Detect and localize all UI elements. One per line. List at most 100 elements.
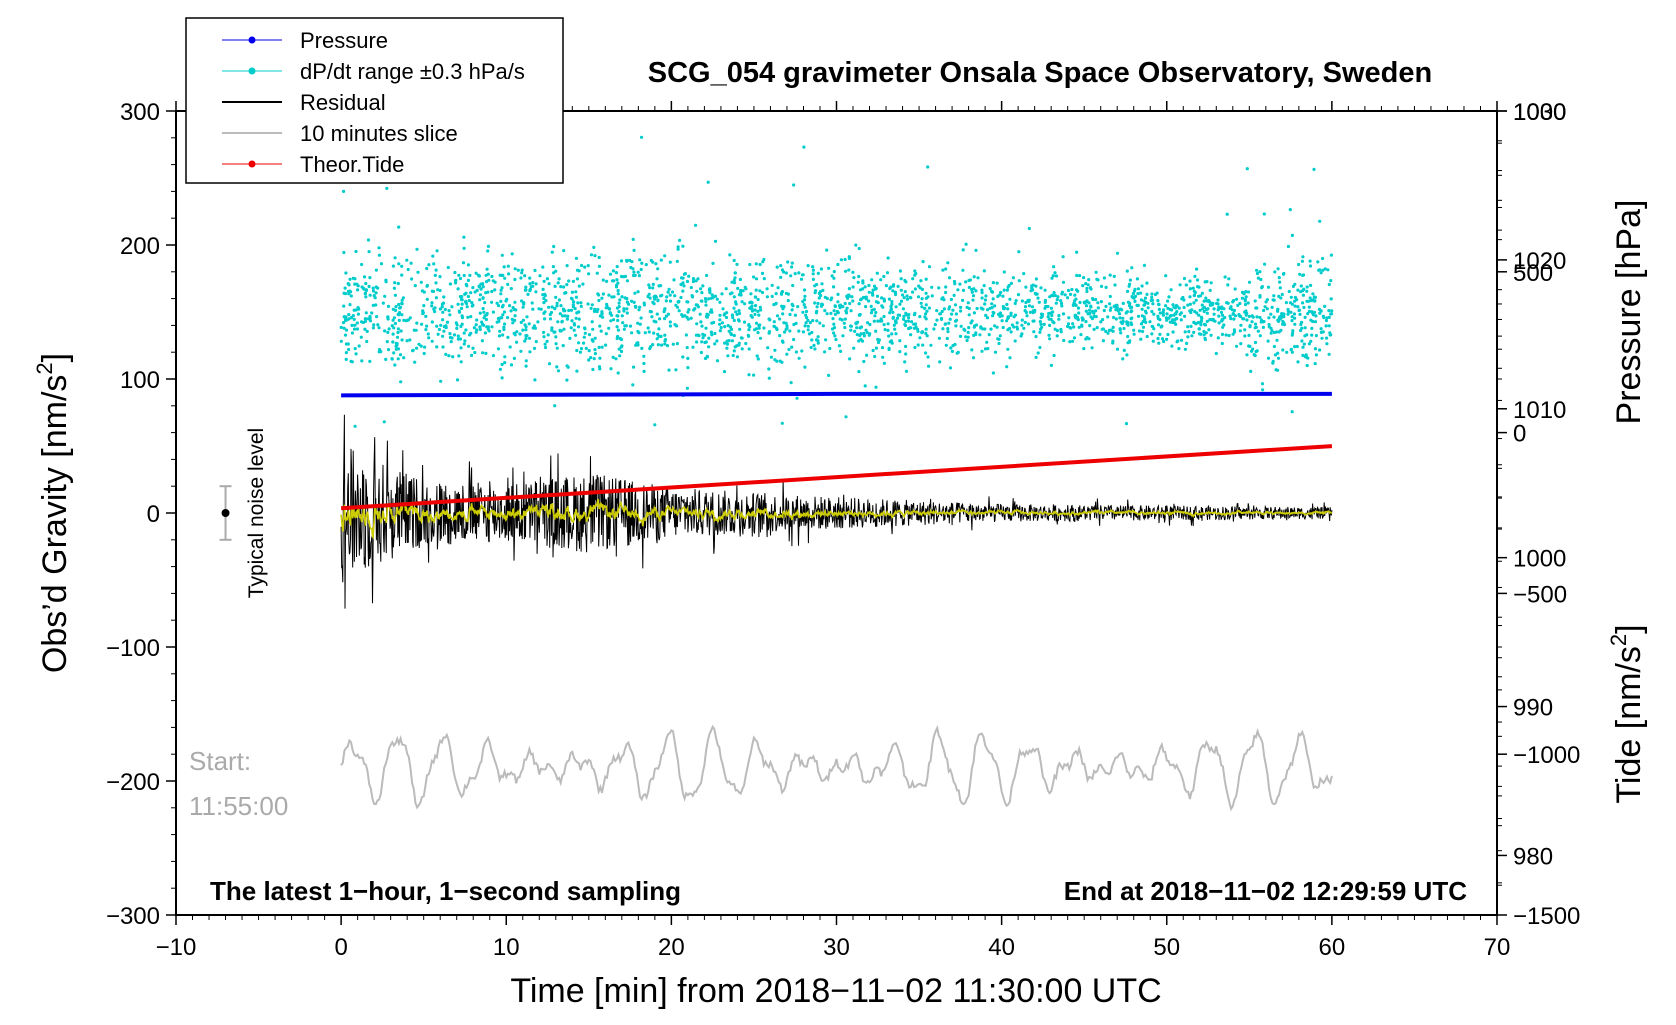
- dpdt-point: [718, 322, 722, 326]
- dpdt-point: [1276, 319, 1281, 323]
- dpdt-point: [1296, 305, 1300, 309]
- tide-tick-label: −1000: [1513, 742, 1580, 769]
- dpdt-point: [486, 249, 490, 253]
- dpdt-point: [344, 328, 349, 332]
- dpdt-point: [1019, 334, 1023, 338]
- dpdt-point: [829, 298, 833, 302]
- dpdt-point: [924, 312, 928, 316]
- dpdt-point: [1039, 312, 1044, 316]
- dpdt-point: [794, 350, 799, 354]
- dpdt-point: [446, 265, 450, 270]
- dpdt-point: [565, 364, 569, 368]
- dpdt-point: [1028, 310, 1032, 314]
- dpdt-point: [753, 312, 757, 316]
- legend-label-pressure: Pressure: [300, 28, 388, 53]
- dpdt-point: [510, 317, 514, 321]
- dpdt-point: [1270, 305, 1274, 309]
- dpdt-point: [545, 277, 550, 281]
- dpdt-point: [1025, 314, 1029, 318]
- dpdt-point: [513, 267, 517, 271]
- dpdt-point: [513, 277, 517, 282]
- dpdt-point: [738, 277, 743, 282]
- dpdt-point: [1181, 295, 1185, 300]
- dpdt-point: [1130, 309, 1134, 313]
- dpdt-point: [982, 269, 986, 273]
- dpdt-point: [1311, 292, 1315, 296]
- dpdt-point: [896, 284, 900, 288]
- dpdt-point: [779, 292, 784, 296]
- dpdt-point: [1245, 318, 1249, 322]
- dpdt-point: [961, 298, 965, 302]
- dpdt-point: [513, 314, 517, 318]
- dpdt-point: [774, 302, 778, 306]
- dpdt-point: [1179, 338, 1184, 342]
- dpdt-point: [563, 314, 567, 318]
- dpdt-point: [1298, 272, 1302, 276]
- dpdt-point: [1258, 334, 1262, 338]
- dpdt-point: [448, 313, 452, 317]
- dpdt-point: [363, 327, 367, 331]
- dpdt-point: [577, 284, 581, 288]
- dpdt-point: [586, 302, 590, 306]
- dpdt-point: [1325, 336, 1329, 340]
- end-time-annotation: End at 2018−11−02 12:29:59 UTC: [1064, 876, 1467, 906]
- y-left-axis-title: Obs’d Gravity [nm/s2]: [32, 353, 74, 673]
- dpdt-point: [554, 295, 558, 299]
- dpdt-point: [765, 287, 769, 291]
- dpdt-point: [882, 297, 886, 301]
- dpdt-point: [400, 313, 404, 317]
- dpdt-point: [847, 256, 852, 260]
- dpdt-point: [655, 312, 659, 316]
- dpdt-point: [486, 325, 490, 329]
- dpdt-point: [1211, 317, 1215, 321]
- dpdt-point: [663, 317, 667, 321]
- dpdt-point: [396, 327, 400, 331]
- dpdt-point: [490, 325, 494, 329]
- dpdt-point: [959, 324, 963, 328]
- dpdt-point: [707, 345, 711, 349]
- dpdt-point: [754, 262, 758, 266]
- dpdt-point: [980, 349, 984, 353]
- dpdt-point: [732, 333, 736, 338]
- dpdt-point: [815, 282, 819, 287]
- dpdt-point: [1201, 307, 1205, 311]
- dpdt-point: [417, 342, 421, 346]
- dpdt-point: [499, 292, 503, 296]
- dpdt-point: [993, 350, 998, 354]
- dpdt-point: [1249, 369, 1253, 373]
- dpdt-point: [1278, 286, 1282, 290]
- dpdt-point: [758, 289, 762, 293]
- dpdt-point: [571, 305, 576, 309]
- dpdt-point: [415, 346, 419, 350]
- dpdt-point: [1126, 289, 1130, 293]
- dpdt-point: [715, 297, 719, 301]
- dpdt-point: [1167, 295, 1171, 299]
- dpdt-point: [475, 288, 479, 292]
- dpdt-point: [731, 315, 735, 320]
- dpdt-point: [637, 274, 642, 278]
- dpdt-point: [945, 336, 949, 341]
- dpdt-point: [462, 235, 466, 239]
- dpdt-point: [1034, 284, 1038, 288]
- dpdt-point: [524, 337, 528, 341]
- dpdt-point: [873, 314, 877, 318]
- dpdt-point: [843, 257, 847, 262]
- dpdt-point: [914, 271, 918, 276]
- dpdt-point: [901, 317, 906, 321]
- dpdt-point: [778, 334, 782, 338]
- dpdt-point: [1273, 270, 1277, 274]
- dpdt-point: [696, 333, 700, 337]
- dpdt-point: [605, 279, 609, 283]
- dpdt-point: [1055, 334, 1059, 338]
- dpdt-point: [789, 274, 793, 278]
- dpdt-point: [953, 303, 958, 307]
- dpdt-point: [1066, 322, 1071, 326]
- dpdt-point: [1300, 259, 1304, 263]
- x-tick-label: 10: [493, 934, 520, 961]
- dpdt-point: [548, 317, 553, 321]
- dpdt-point: [899, 277, 903, 281]
- dpdt-point: [862, 334, 867, 338]
- dpdt-point: [1107, 328, 1111, 332]
- dpdt-point: [463, 339, 467, 343]
- dpdt-point: [760, 290, 765, 295]
